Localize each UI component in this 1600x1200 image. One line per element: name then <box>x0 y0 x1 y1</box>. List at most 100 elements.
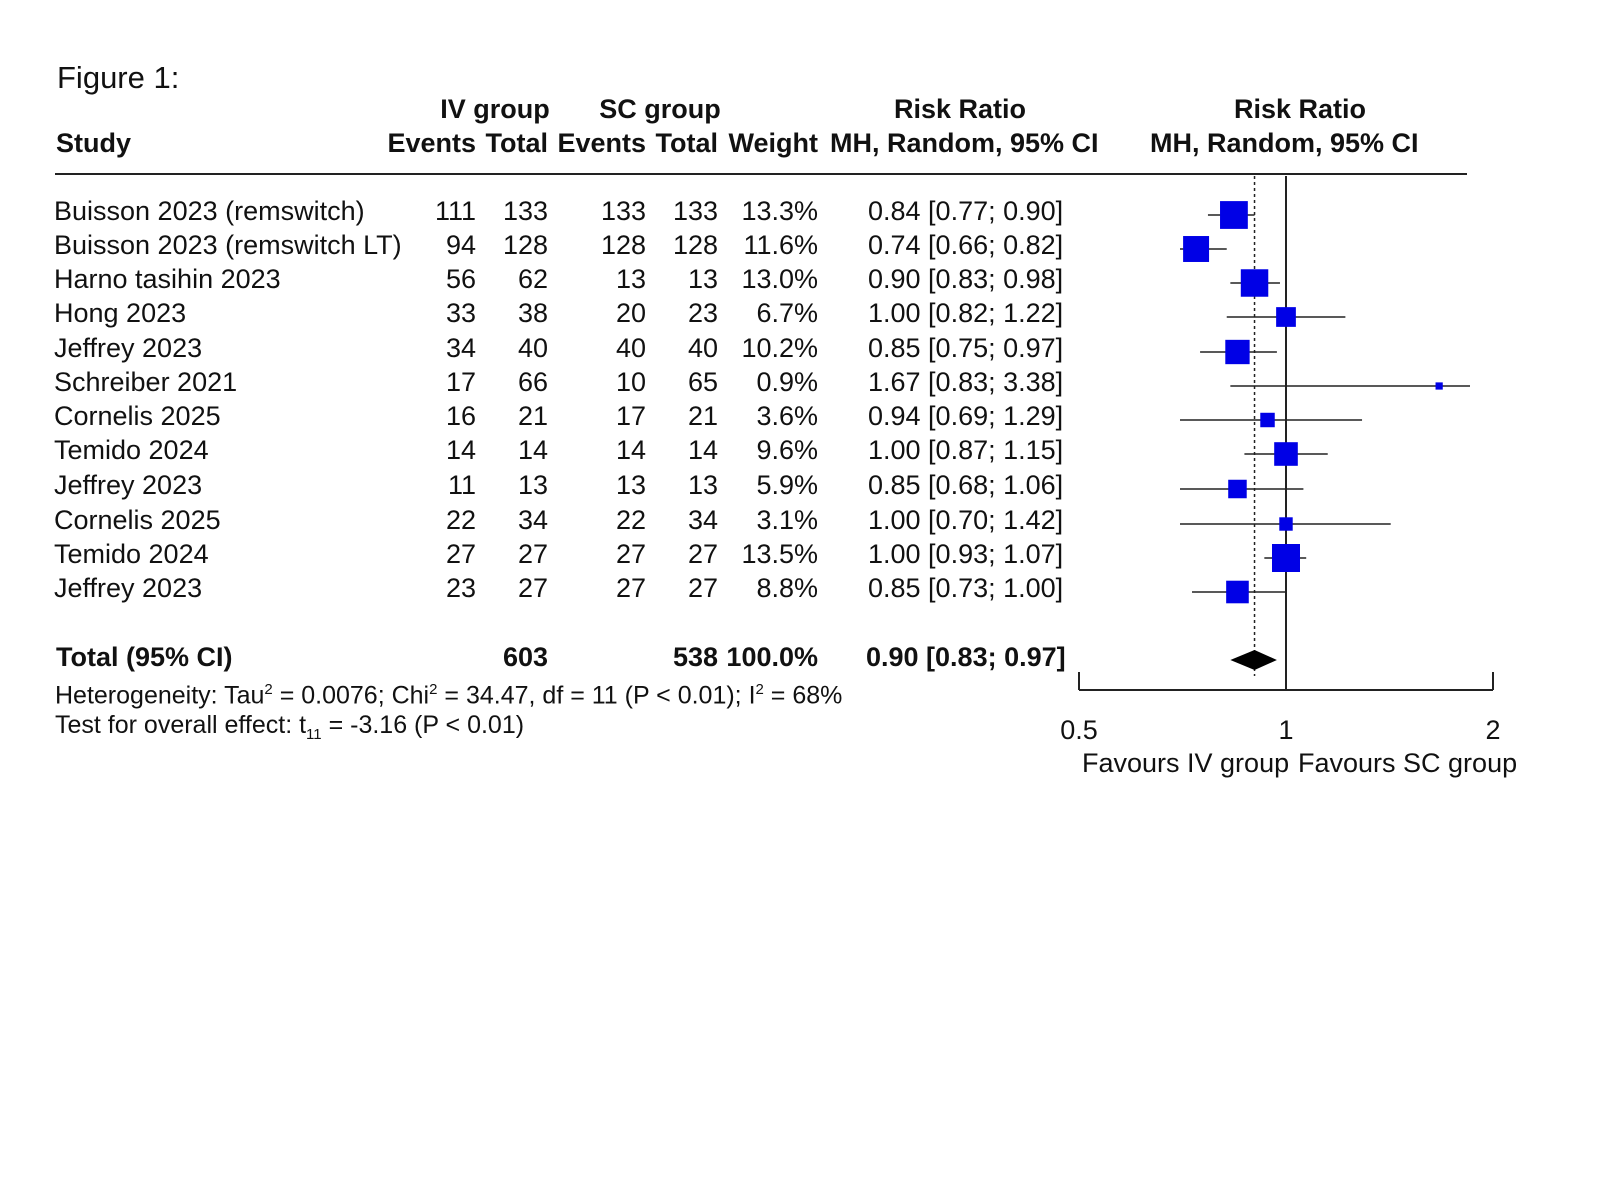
header-total-sc: Total <box>655 128 719 158</box>
summary-diamond <box>1230 650 1277 670</box>
overall-effect-suffix: = -3.16 (P < 0.01) <box>321 711 525 739</box>
study-name: Temido 2024 <box>54 435 209 465</box>
table-row: Temido 2024 14 14 14 14 9.6% 1.00 [0.87;… <box>0 437 1600 471</box>
sc-total: 23 <box>687 298 718 328</box>
study-marker <box>1240 269 1269 297</box>
iv-events: 34 <box>445 333 476 363</box>
table-row: Hong 2023 33 38 20 23 6.7% 1.00 [0.82; 1… <box>0 300 1600 334</box>
header-risk-ratio: Risk Ratio <box>893 94 1027 124</box>
sc-total: 128 <box>672 230 718 260</box>
iv-total: 66 <box>517 367 548 397</box>
table-row: Jeffrey 2023 23 27 27 27 8.8% 0.85 [0.73… <box>0 575 1600 609</box>
total-row: Total (95% CI) 603 538 100.0% 0.90 [0.83… <box>0 644 1600 678</box>
table-row: Temido 2024 27 27 27 27 13.5% 1.00 [0.93… <box>0 541 1600 575</box>
sc-events: 17 <box>615 401 646 431</box>
total-weight: 100.0% <box>726 642 818 672</box>
table-row: Cornelis 2025 16 21 17 21 3.6% 0.94 [0.6… <box>0 403 1600 437</box>
risk-ratio-ci: 1.67 [0.83; 3.38] <box>868 367 1064 397</box>
iv-total: 133 <box>502 196 548 226</box>
weight: 6.7% <box>756 298 818 328</box>
iv-total: 40 <box>517 333 548 363</box>
sc-events: 13 <box>615 470 646 500</box>
sc-events: 20 <box>615 298 646 328</box>
study-marker <box>1435 382 1443 390</box>
header-events-iv: Events <box>387 128 476 158</box>
iv-events: 17 <box>445 367 476 397</box>
header-study: Study <box>56 128 132 158</box>
weight: 13.0% <box>741 264 818 294</box>
iv-events: 22 <box>445 505 476 535</box>
sc-events: 27 <box>615 573 646 603</box>
study-marker <box>1183 236 1210 262</box>
iv-total: 62 <box>517 264 548 294</box>
sc-events: 40 <box>615 333 646 363</box>
table-row: Cornelis 2025 22 34 22 34 3.1% 1.00 [0.7… <box>0 507 1600 541</box>
study-name: Cornelis 2025 <box>54 505 221 535</box>
risk-ratio-ci: 0.85 [0.75; 0.97] <box>868 333 1064 363</box>
weight: 9.6% <box>756 435 818 465</box>
heterogeneity-mid: = 34.47, df = 11 (P < 0.01); I <box>437 681 756 710</box>
subscript: 11 <box>306 726 322 743</box>
iv-events: 14 <box>445 435 476 465</box>
iv-total: 38 <box>517 298 548 328</box>
header-risk-ratio-plot: Risk Ratio <box>1233 94 1367 124</box>
weight: 13.3% <box>741 196 818 226</box>
table-row: Jeffrey 2023 11 13 13 13 5.9% 0.85 [0.68… <box>0 472 1600 506</box>
sc-total: 21 <box>687 401 718 431</box>
study-name: Harno tasihin 2023 <box>54 264 281 294</box>
study-marker <box>1226 580 1249 604</box>
study-marker <box>1279 517 1293 531</box>
weight: 3.1% <box>756 505 818 535</box>
iv-events: 56 <box>445 264 476 294</box>
risk-ratio-ci: 1.00 [0.82; 1.22] <box>868 298 1064 328</box>
study-marker <box>1225 339 1250 365</box>
table-row: Buisson 2023 (remswitch) 111 133 133 133… <box>0 198 1600 232</box>
weight: 8.8% <box>756 573 818 603</box>
superscript: 2 <box>264 681 273 698</box>
favours-iv-label: Favours IV group <box>1082 748 1290 778</box>
study-name: Hong 2023 <box>54 298 187 328</box>
iv-total: 27 <box>517 539 548 569</box>
x-axis-tick-label: 0.5 <box>1060 715 1098 745</box>
table-row: Buisson 2023 (remswitch LT) 94 128 128 1… <box>0 232 1600 266</box>
study-name: Jeffrey 2023 <box>54 470 203 500</box>
header-rule <box>55 173 1467 175</box>
heterogeneity-text: Heterogeneity: Tau2 = 0.0076; Chi2 = 34.… <box>55 682 842 708</box>
overall-effect-text: Test for overall effect: t11 = -3.16 (P … <box>55 711 525 743</box>
risk-ratio-ci: 0.90 [0.83; 0.98] <box>868 264 1064 294</box>
table-row: Harno tasihin 2023 56 62 13 13 13.0% 0.9… <box>0 266 1600 300</box>
header-method-plot: MH, Random, 95% CI <box>1150 128 1419 158</box>
header-sc-group: SC group <box>599 94 721 124</box>
total-iv: 603 <box>502 642 548 672</box>
header-weight: Weight <box>728 128 819 158</box>
x-axis-tick-label: 1 <box>1278 715 1293 745</box>
total-sc: 538 <box>672 642 718 672</box>
sc-events: 27 <box>615 539 646 569</box>
study-marker <box>1260 412 1275 428</box>
study-name: Cornelis 2025 <box>54 401 221 431</box>
sc-events: 10 <box>615 367 646 397</box>
heterogeneity-suffix: = 68% <box>763 681 843 710</box>
header-total-iv: Total <box>485 128 549 158</box>
risk-ratio-ci: 0.85 [0.73; 1.00] <box>868 573 1064 603</box>
sc-total: 13 <box>687 264 718 294</box>
sc-events: 14 <box>615 435 646 465</box>
study-name: Buisson 2023 (remswitch) <box>54 196 365 226</box>
header-iv-group: IV group <box>440 94 550 124</box>
risk-ratio-ci: 0.74 [0.66; 0.82] <box>868 230 1064 260</box>
sc-total: 13 <box>687 470 718 500</box>
iv-events: 33 <box>445 298 476 328</box>
study-marker <box>1274 442 1298 466</box>
weight: 10.2% <box>741 333 818 363</box>
table-row: Jeffrey 2023 34 40 40 40 10.2% 0.85 [0.7… <box>0 335 1600 369</box>
iv-total: 13 <box>517 470 548 500</box>
header-method: MH, Random, 95% CI <box>830 128 1099 158</box>
overall-effect-prefix: Test for overall effect: t <box>55 711 307 739</box>
study-name: Schreiber 2021 <box>54 367 238 397</box>
iv-events: 94 <box>445 230 476 260</box>
risk-ratio-ci: 1.00 [0.70; 1.42] <box>868 505 1064 535</box>
sc-total: 14 <box>687 435 718 465</box>
study-name: Jeffrey 2023 <box>54 333 203 363</box>
study-name: Temido 2024 <box>54 539 209 569</box>
